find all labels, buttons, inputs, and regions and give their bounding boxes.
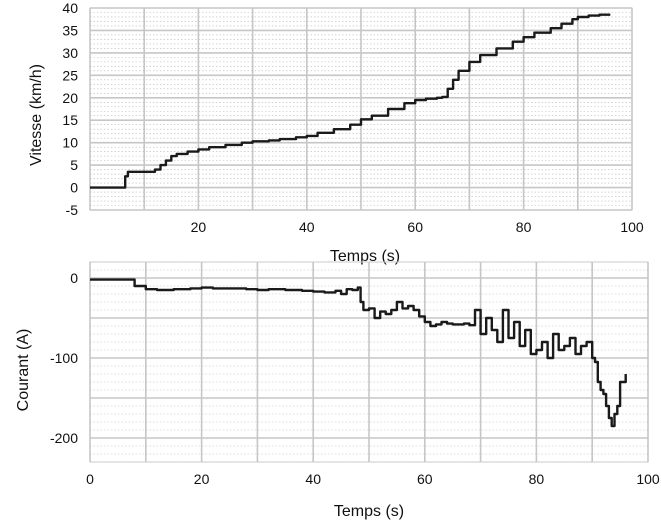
current-chart-y-tick-label: -100 [50,350,78,366]
speed-chart-grid [89,7,633,211]
speed-chart-x-tick-label: 60 [407,219,423,235]
speed-chart-x-tick-label: 20 [191,219,207,235]
speed-chart-tick-labels: 20 40 60 80 100 -5 0 5 10 15 20 25 30 35 40 [62,0,643,235]
speed-chart-y-tick-label: 20 [62,90,78,106]
current-chart-grid [89,261,649,463]
current-chart-y-axis-label: Courant (A) [15,329,32,412]
current-chart-x-tick-label: 80 [529,471,545,487]
current-chart-x-tick-label: 40 [305,471,321,487]
current-chart-x-tick-label: 60 [417,471,433,487]
speed-chart-series [90,13,611,189]
speed-chart-y-tick-label: 15 [62,112,78,128]
speed-chart-y-tick-label: 35 [62,22,78,38]
current-chart-x-tick-label: 0 [86,471,94,487]
speed-chart-y-tick-label: 5 [70,157,78,173]
current-chart-y-tick-label: -200 [50,430,78,446]
speed-chart-x-tick-label: 80 [516,219,532,235]
speed-chart-y-tick-label: -5 [66,202,79,218]
speed-chart-series-line [90,13,611,189]
speed-chart-x-axis-label: Temps (s) [330,248,400,265]
speed-chart-x-tick-label: 100 [620,219,644,235]
speed-chart-y-tick-label: 30 [62,45,78,61]
current-chart-tick-labels: 0 20 40 60 80 100 0 -100 -200 [50,270,660,487]
speed-chart-y-axis-label: Vitesse (km/h) [28,64,45,166]
current-chart-y-tick-label: 0 [70,270,78,286]
current-chart-x-axis-label: Temps (s) [334,503,404,520]
current-chart-x-tick-label: 20 [194,471,210,487]
current-chart-x-tick-label: 100 [636,471,660,487]
speed-chart-x-tick-label: 40 [299,219,315,235]
speed-chart-y-tick-label: 0 [70,180,78,196]
current-chart-series-line [90,278,627,428]
current-chart-series [90,278,627,428]
speed-chart-y-tick-label: 40 [62,0,78,16]
speed-chart-y-tick-label: 10 [62,135,78,151]
current-chart: 0 20 40 60 80 100 0 -100 -200 Temps (s) Courant … [15,261,660,520]
speed-chart-y-tick-label: 25 [62,67,78,83]
